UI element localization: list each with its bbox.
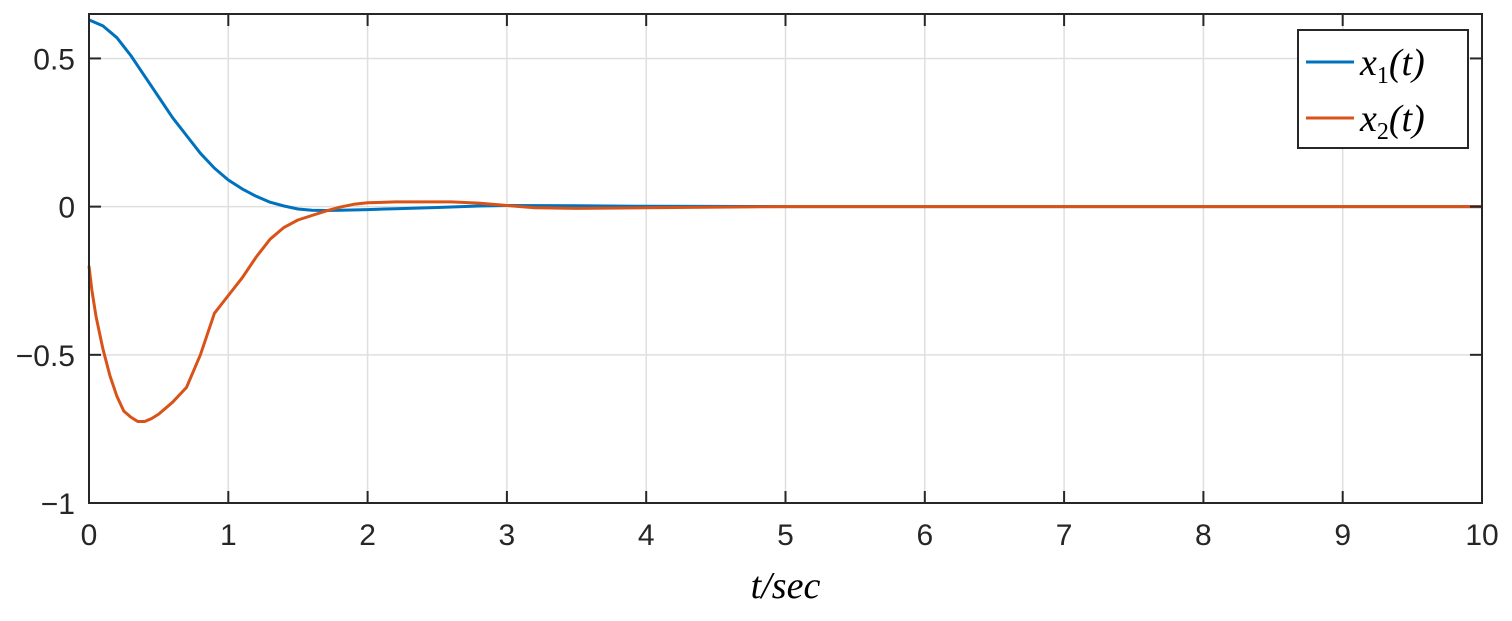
x-tick-label: 8 (1195, 519, 1212, 552)
y-tick-label: −0.5 (16, 340, 75, 373)
y-tick-label: 0 (58, 192, 75, 225)
x-tick-label: 1 (220, 519, 237, 552)
legend-label-2: x2(t) (1359, 98, 1425, 145)
series-line-2 (87, 200, 1482, 423)
x-tick-label: 5 (777, 519, 794, 552)
x-tick-label: 3 (499, 519, 516, 552)
y-tick-label: 0.5 (33, 43, 75, 76)
x-tick-label: 0 (81, 519, 98, 552)
legend-label-1: x1(t) (1359, 42, 1425, 89)
series-layer (87, 18, 1482, 423)
x-axis-label: t/sec (751, 565, 821, 607)
x-tick-label: 6 (916, 519, 933, 552)
x-tick-label: 4 (638, 519, 655, 552)
x-tick-label: 2 (359, 519, 376, 552)
y-tick-label: −1 (41, 488, 75, 521)
ticks: 0 1 2 3 4 5 6 7 8 9 10 −1 −0.5 0 0.5 (16, 14, 1499, 552)
x-tick-label: 10 (1465, 519, 1498, 552)
x-tick-label: 9 (1334, 519, 1351, 552)
legend: x1(t) x2(t) (1297, 29, 1469, 149)
x-tick-label: 7 (1056, 519, 1073, 552)
legend-box (1297, 29, 1469, 149)
